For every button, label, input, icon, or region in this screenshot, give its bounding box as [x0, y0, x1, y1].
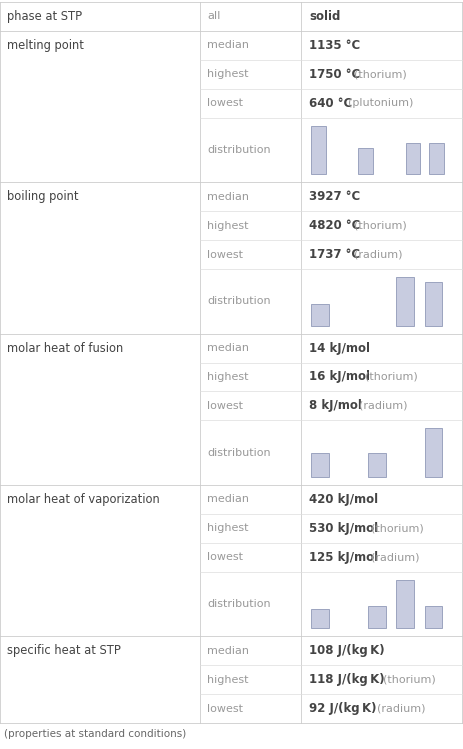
Text: 1750 °C: 1750 °C [309, 68, 360, 81]
Text: all: all [207, 11, 220, 22]
Text: 1135 °C: 1135 °C [309, 39, 360, 52]
Text: 14 kJ/mol: 14 kJ/mol [309, 342, 370, 354]
Text: highest: highest [207, 524, 249, 533]
Text: phase at STP: phase at STP [7, 10, 82, 23]
Bar [396, 580, 414, 628]
Text: (thorium): (thorium) [354, 70, 407, 79]
Bar [429, 143, 444, 175]
Text: solid: solid [309, 10, 340, 23]
Text: distribution: distribution [207, 145, 271, 155]
Text: 420 kJ/mol: 420 kJ/mol [309, 493, 378, 506]
Text: 16 kJ/mol: 16 kJ/mol [309, 371, 370, 383]
Text: (thorium): (thorium) [382, 675, 435, 685]
Text: distribution: distribution [207, 599, 271, 609]
Bar [311, 126, 326, 175]
Text: lowest: lowest [207, 552, 243, 562]
Bar [425, 282, 442, 326]
Text: 4820 °C: 4820 °C [309, 219, 360, 232]
Text: 3927 °C: 3927 °C [309, 190, 360, 203]
Text: (thorium): (thorium) [354, 221, 407, 231]
Bar [368, 452, 386, 477]
Text: melting point: melting point [7, 39, 84, 52]
Text: highest: highest [207, 675, 249, 685]
Bar [406, 143, 420, 175]
Text: 92 J/(kg K): 92 J/(kg K) [309, 702, 376, 715]
Text: (thorium): (thorium) [365, 372, 418, 382]
Text: 640 °C: 640 °C [309, 97, 352, 110]
Text: 1737 °C: 1737 °C [309, 248, 360, 261]
Bar [425, 428, 442, 477]
Text: highest: highest [207, 221, 249, 231]
Text: median: median [207, 40, 249, 50]
Bar [358, 148, 373, 175]
Text: molar heat of vaporization: molar heat of vaporization [7, 493, 160, 506]
Text: (radium): (radium) [377, 703, 425, 714]
Text: lowest: lowest [207, 703, 243, 714]
Text: (radium): (radium) [359, 401, 408, 411]
Bar [425, 607, 442, 628]
Text: highest: highest [207, 70, 249, 79]
Text: 118 J/(kg K): 118 J/(kg K) [309, 673, 385, 686]
Bar [396, 277, 414, 326]
Bar [311, 452, 329, 477]
Text: median: median [207, 646, 249, 655]
Text: molar heat of fusion: molar heat of fusion [7, 342, 123, 354]
Text: (radium): (radium) [371, 552, 419, 562]
Bar [311, 304, 329, 326]
Text: distribution: distribution [207, 448, 271, 458]
Text: boiling point: boiling point [7, 190, 79, 203]
Text: lowest: lowest [207, 249, 243, 260]
Text: (radium): (radium) [354, 249, 402, 260]
Bar [311, 609, 329, 628]
Text: 125 kJ/mol: 125 kJ/mol [309, 551, 378, 564]
Text: 8 kJ/mol: 8 kJ/mol [309, 399, 362, 413]
Text: distribution: distribution [207, 297, 271, 306]
Text: highest: highest [207, 372, 249, 382]
Text: specific heat at STP: specific heat at STP [7, 644, 121, 657]
Text: 530 kJ/mol: 530 kJ/mol [309, 522, 378, 535]
Text: lowest: lowest [207, 98, 243, 109]
Text: (plutonium): (plutonium) [348, 98, 413, 109]
Text: median: median [207, 192, 249, 201]
Text: median: median [207, 494, 249, 504]
Text: median: median [207, 343, 249, 353]
Text: (thorium): (thorium) [371, 524, 424, 533]
Text: lowest: lowest [207, 401, 243, 411]
Text: (properties at standard conditions): (properties at standard conditions) [4, 729, 186, 739]
Bar [368, 607, 386, 628]
Text: 108 J/(kg K): 108 J/(kg K) [309, 644, 385, 657]
